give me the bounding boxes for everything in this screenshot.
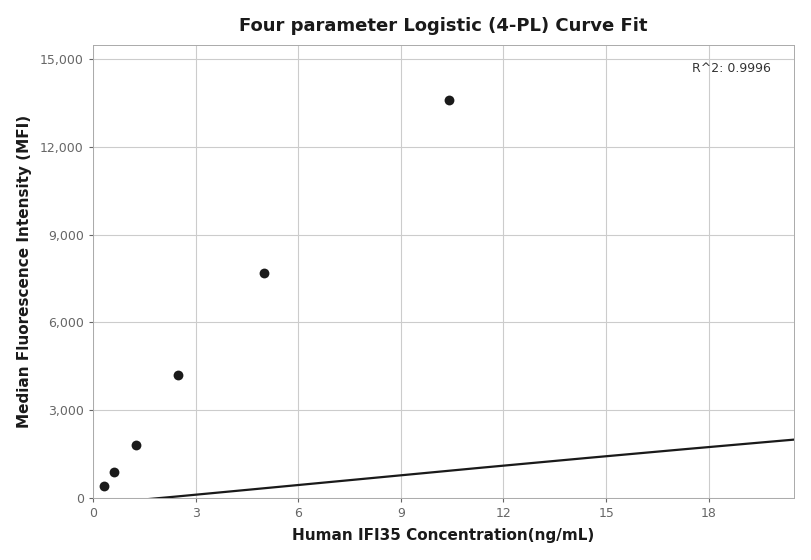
- Point: [108, 467, 121, 476]
- Title: Four parameter Logistic (4-PL) Curve Fit: Four parameter Logistic (4-PL) Curve Fit: [239, 17, 648, 35]
- X-axis label: Human IFI35 Concentration(ng/mL): Human IFI35 Concentration(ng/mL): [293, 528, 594, 543]
- Point: [129, 441, 142, 450]
- Point: [172, 371, 185, 380]
- Point: [97, 481, 110, 490]
- Y-axis label: Median Fluorescence Intensity (MFI): Median Fluorescence Intensity (MFI): [17, 115, 32, 428]
- Point: [258, 268, 271, 277]
- Point: [442, 96, 455, 105]
- Text: R^2: 0.9996: R^2: 0.9996: [692, 62, 770, 75]
